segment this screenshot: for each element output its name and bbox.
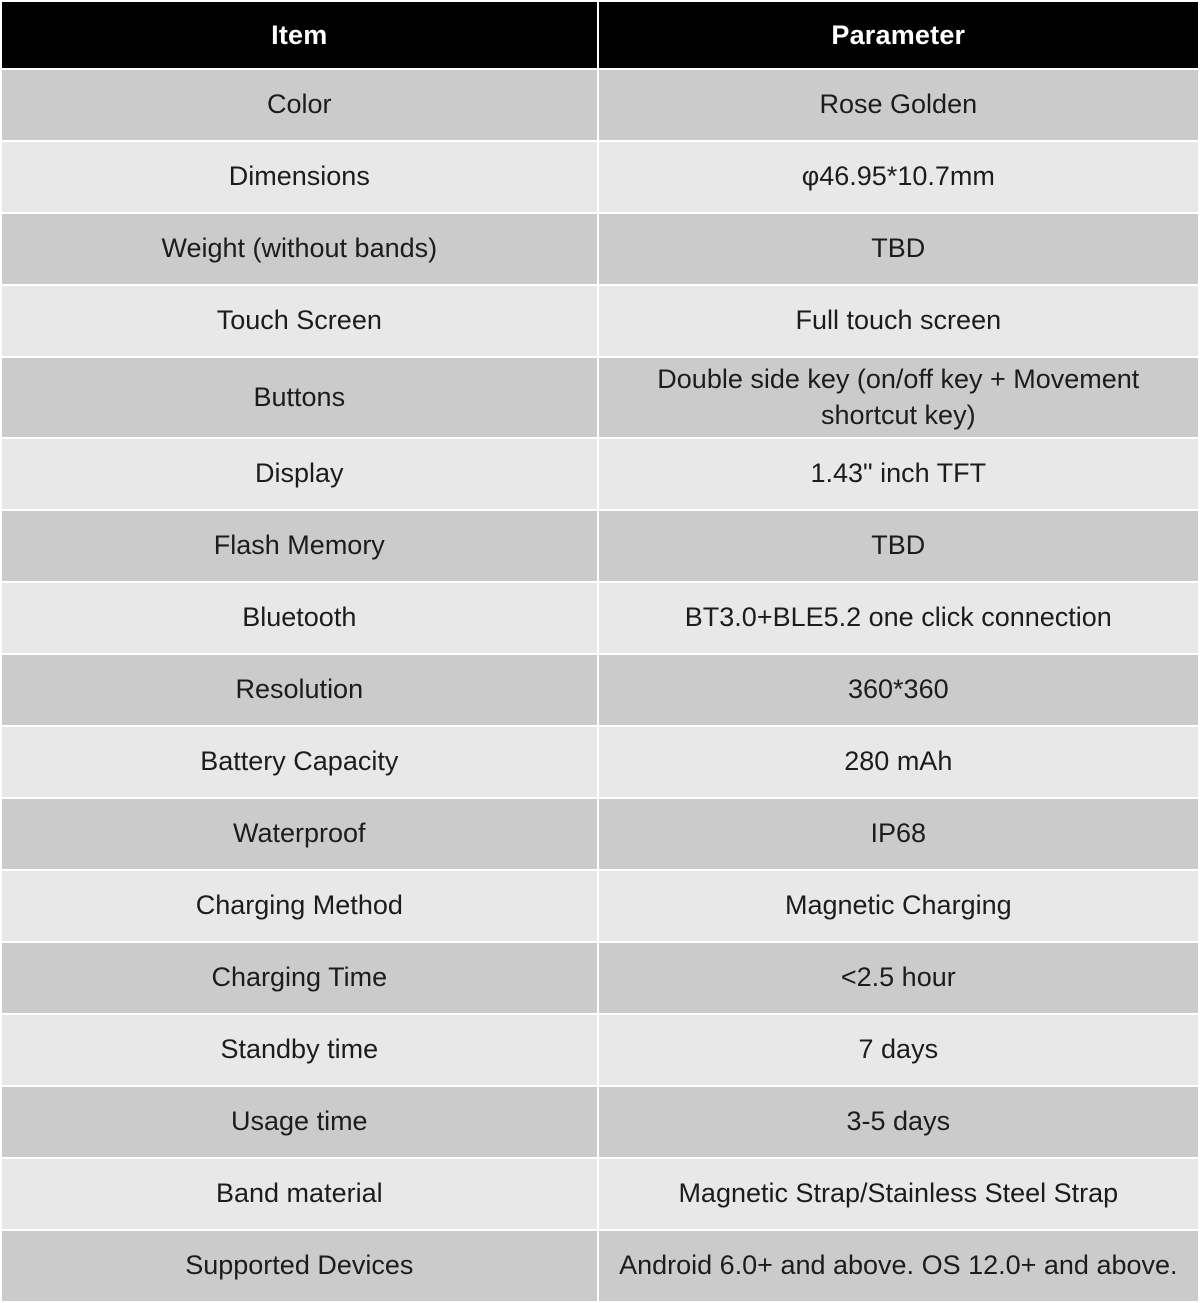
parameter-cell: Magnetic Strap/Stainless Steel Strap bbox=[598, 1159, 1198, 1230]
parameter-cell: TBD bbox=[598, 214, 1198, 284]
table-row: Flash Memory TBD bbox=[2, 511, 1198, 582]
parameter-cell: Rose Golden bbox=[598, 70, 1198, 140]
parameter-cell: 280 mAh bbox=[598, 727, 1198, 798]
header-row: Item Parameter bbox=[2, 2, 1198, 68]
table-row: Buttons Double side key (on/off key + Mo… bbox=[2, 358, 1198, 438]
parameter-cell: BT3.0+BLE5.2 one click connection bbox=[598, 583, 1198, 654]
table-row: Band material Magnetic Strap/Stainless S… bbox=[2, 1159, 1198, 1230]
parameter-cell: 1.43" inch TFT bbox=[598, 439, 1198, 510]
parameter-cell: φ46.95*10.7mm bbox=[598, 142, 1198, 212]
item-cell: Band material bbox=[2, 1159, 597, 1230]
parameter-cell: 360*360 bbox=[598, 655, 1198, 726]
parameter-cell: 3-5 days bbox=[598, 1087, 1198, 1158]
table-row: Charging Method Magnetic Charging bbox=[2, 871, 1198, 942]
item-cell: Usage time bbox=[2, 1087, 597, 1158]
item-cell: Display bbox=[2, 439, 597, 510]
table-row: Standby time 7 days bbox=[2, 1015, 1198, 1086]
item-cell: Supported Devices bbox=[2, 1231, 597, 1302]
item-cell: Dimensions bbox=[2, 142, 597, 212]
parameter-cell: Android 6.0+ and above. OS 12.0+ and abo… bbox=[598, 1231, 1198, 1302]
table-row: Charging Time <2.5 hour bbox=[2, 943, 1198, 1014]
table-row: Display 1.43" inch TFT bbox=[2, 439, 1198, 510]
parameter-cell: 7 days bbox=[598, 1015, 1198, 1086]
item-cell: Weight (without bands) bbox=[2, 214, 597, 284]
parameter-cell: TBD bbox=[598, 511, 1198, 582]
table-row: Weight (without bands) TBD bbox=[2, 214, 1198, 284]
table-row: Dimensions φ46.95*10.7mm bbox=[2, 142, 1198, 212]
item-cell: Buttons bbox=[2, 358, 597, 438]
parameter-cell: IP68 bbox=[598, 799, 1198, 870]
table-row: Supported Devices Android 6.0+ and above… bbox=[2, 1231, 1198, 1302]
parameter-cell: Double side key (on/off key + Movement s… bbox=[598, 358, 1198, 438]
item-cell: Charging Time bbox=[2, 943, 597, 1014]
table-row: Touch Screen Full touch screen bbox=[2, 286, 1198, 356]
item-cell: Bluetooth bbox=[2, 583, 597, 654]
item-cell: Standby time bbox=[2, 1015, 597, 1086]
spec-table-body: Color Rose Golden Dimensions φ46.95*10.7… bbox=[2, 70, 1198, 1302]
parameter-cell: Magnetic Charging bbox=[598, 871, 1198, 942]
header-parameter: Parameter bbox=[598, 2, 1198, 68]
table-row: Resolution 360*360 bbox=[2, 655, 1198, 726]
table-row: Color Rose Golden bbox=[2, 70, 1198, 140]
item-cell: Battery Capacity bbox=[2, 727, 597, 798]
header-item: Item bbox=[2, 2, 597, 68]
table-row: Battery Capacity 280 mAh bbox=[2, 727, 1198, 798]
parameter-cell: Full touch screen bbox=[598, 286, 1198, 356]
item-cell: Touch Screen bbox=[2, 286, 597, 356]
spec-table-header: Item Parameter bbox=[2, 2, 1198, 68]
item-cell: Color bbox=[2, 70, 597, 140]
item-cell: Charging Method bbox=[2, 871, 597, 942]
table-row: Usage time 3-5 days bbox=[2, 1087, 1198, 1158]
table-row: Waterproof IP68 bbox=[2, 799, 1198, 870]
parameter-cell: <2.5 hour bbox=[598, 943, 1198, 1014]
item-cell: Waterproof bbox=[2, 799, 597, 870]
item-cell: Resolution bbox=[2, 655, 597, 726]
item-cell: Flash Memory bbox=[2, 511, 597, 582]
table-row: Bluetooth BT3.0+BLE5.2 one click connect… bbox=[2, 583, 1198, 654]
